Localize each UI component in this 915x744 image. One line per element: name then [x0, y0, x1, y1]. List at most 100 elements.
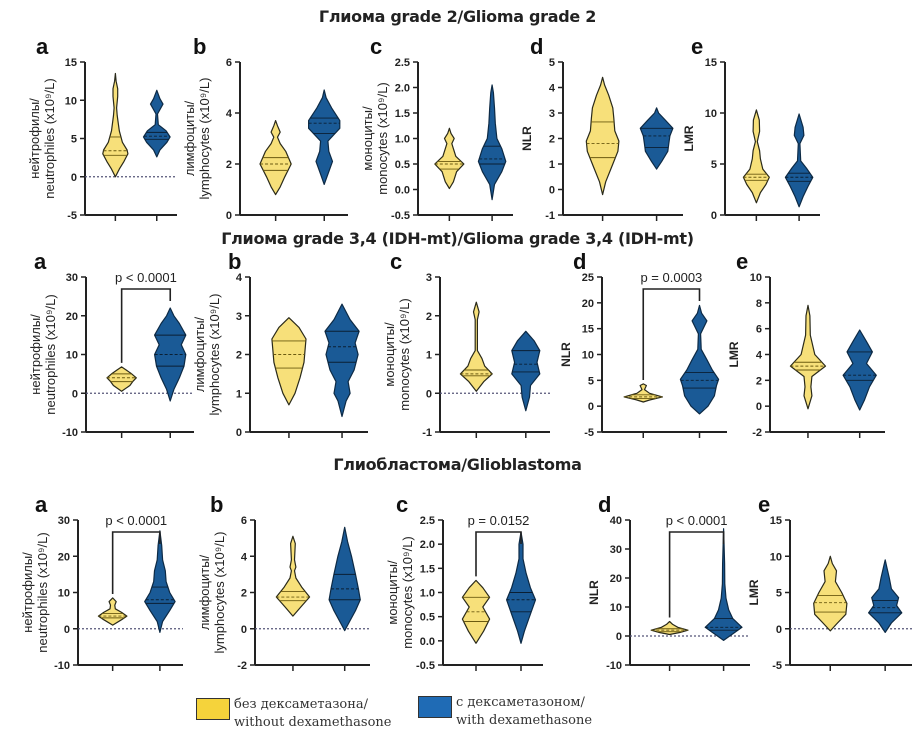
violin-with-dexamethasone [639, 107, 674, 170]
panel-letter: c [370, 34, 382, 59]
y-tick-label: 4 [226, 108, 233, 120]
y-tick-label: 2 [549, 134, 555, 146]
panel-2-e: e -5 0 5 10 15 LMR [747, 492, 912, 672]
row-title-glioma-grade-2: Глиома grade 2/Glioma grade 2 [318, 7, 597, 26]
y-tick-label: 40 [610, 515, 622, 527]
y-tick-label: 10 [66, 350, 78, 362]
y-tick-label: 0 [426, 388, 432, 400]
y-tick-label: 0 [616, 631, 622, 643]
y-tick-label: 2.5 [420, 515, 435, 527]
y-axis-label: моноциты/ [360, 106, 375, 171]
violin-without-dexamethasone [461, 579, 491, 644]
y-axis-label: нейтрофилы/ [28, 314, 43, 395]
y-tick-label: 10 [750, 272, 762, 284]
panel-letter: b [228, 249, 241, 274]
y-tick-label: 0 [72, 388, 78, 400]
panel-0-c: c -0.5 0.0 0.5 1.0 1.5 2.0 2.5 моноциты/monocyte… [360, 34, 513, 222]
y-tick-label: 6 [226, 57, 232, 69]
violin-with-dexamethasone [142, 89, 171, 158]
y-tick-label: 2 [426, 311, 432, 323]
panel-1-c: c -1 0 1 2 3 моноциты/monocytes (x10⁹/L) [382, 249, 550, 439]
y-tick-label: 3 [426, 272, 432, 284]
violin-without-dexamethasone [459, 301, 493, 392]
y-tick-label: 1 [236, 388, 242, 400]
y-tick-label: 0.0 [395, 185, 410, 197]
y-axis-label: neutrophiles (x10⁹/L) [35, 532, 50, 652]
y-tick-label: 2.0 [395, 83, 410, 95]
panel-1-e: e -2 0 2 4 6 8 10 LMR [727, 249, 885, 439]
y-tick-label: 20 [66, 311, 78, 323]
y-tick-label: 1 [426, 350, 432, 362]
violin-without-dexamethasone [650, 620, 689, 636]
y-tick-label: 5 [71, 134, 77, 146]
y-axis-label: lymphocytes (x10⁹/L) [197, 78, 212, 200]
y-tick-label: 0 [711, 210, 717, 222]
y-tick-label: 4 [236, 272, 243, 284]
panel-2-b: b -2 0 2 4 6 лимфоциты/lymphocytes (x10⁹/L) [197, 492, 370, 672]
y-tick-label: 2.5 [395, 57, 410, 69]
panel-letter: e [736, 249, 748, 274]
panel-letter: a [35, 492, 48, 517]
violin-with-dexamethasone [868, 559, 903, 633]
panel-2-d: d -10 0 10 20 30 40 NLR p < 0.0001 [587, 492, 750, 672]
y-axis-label: monocytes (x10⁹/L) [375, 82, 390, 195]
legend-label-without-ru: без дексаметазона/ [234, 697, 369, 712]
panel-letter: c [390, 249, 402, 274]
panel-letter: c [396, 492, 408, 517]
y-tick-label: 15 [705, 57, 717, 69]
y-tick-label: 0.5 [395, 159, 410, 171]
panel-1-b: b 0 1 2 3 4 лимфоциты/lymphocytes (x10⁹/L) [192, 249, 368, 439]
violin-with-dexamethasone [511, 330, 541, 412]
y-tick-label: 0.5 [420, 612, 435, 624]
violin-without-dexamethasone [106, 366, 137, 392]
violin-without-dexamethasone [434, 127, 465, 190]
panel-letter: b [210, 492, 223, 517]
y-axis-label: NLR [587, 580, 601, 605]
y-tick-label: 8 [756, 298, 762, 310]
y-tick-label: 5 [711, 159, 717, 171]
y-tick-label: 20 [582, 298, 594, 310]
y-axis-label: neutrophiles (x10⁹/L) [42, 78, 57, 198]
y-axis-label: lymphocytes (x10⁹/L) [212, 532, 227, 654]
row-title-glioma-grade-3-4: Глиома grade 3,4 (IDH-mt)/Glioma grade 3… [221, 229, 694, 248]
y-tick-label: 10 [58, 588, 70, 600]
y-tick-label: 0 [776, 624, 782, 636]
y-tick-label: 10 [610, 602, 622, 614]
y-tick-label: 5 [776, 588, 782, 600]
panel-letter: b [193, 34, 206, 59]
y-tick-label: -10 [62, 427, 78, 439]
y-axis-label: лимфоциты/ [192, 316, 207, 392]
panel-letter: d [573, 249, 586, 274]
panel-0-b: b 0 2 4 6 лимфоциты/lymphocytes (x10⁹/L) [182, 34, 348, 222]
y-tick-label: 15 [582, 324, 594, 336]
y-axis-label: LMR [727, 341, 741, 367]
y-axis-label: моноциты/ [382, 322, 397, 387]
p-value-label: p = 0.0152 [468, 513, 530, 528]
violin-with-dexamethasone [308, 89, 341, 185]
panel-letter: a [36, 34, 49, 59]
violin-with-dexamethasone [324, 303, 360, 418]
violin-without-dexamethasone [789, 304, 827, 410]
panel-2-c: c -0.5 0.0 0.5 1.0 1.5 2.0 2.5 моноциты/monocyte… [385, 492, 543, 672]
y-tick-label: 2 [756, 375, 762, 387]
significance-bracket [668, 531, 725, 618]
y-tick-label: 5 [588, 375, 594, 387]
y-tick-label: 6 [756, 324, 762, 336]
y-tick-label: 0 [71, 172, 77, 184]
panel-letter: d [598, 492, 611, 517]
panel-letter: e [691, 34, 703, 59]
y-tick-label: 20 [58, 551, 70, 563]
violin-with-dexamethasone [679, 304, 720, 415]
y-tick-label: 1.0 [395, 134, 410, 146]
legend-label-without-en: without dexamethasone [234, 715, 392, 730]
y-tick-label: -10 [606, 660, 622, 672]
p-value-label: p < 0.0001 [105, 513, 167, 528]
violin-without-dexamethasone [102, 72, 129, 178]
y-axis-label: нейтрофилы/ [20, 552, 35, 633]
violin-with-dexamethasone [144, 530, 176, 633]
significance-bracket [642, 288, 701, 380]
violin-with-dexamethasone [477, 84, 507, 201]
legend-swatch-with [418, 696, 452, 718]
violin-without-dexamethasone [742, 109, 770, 204]
